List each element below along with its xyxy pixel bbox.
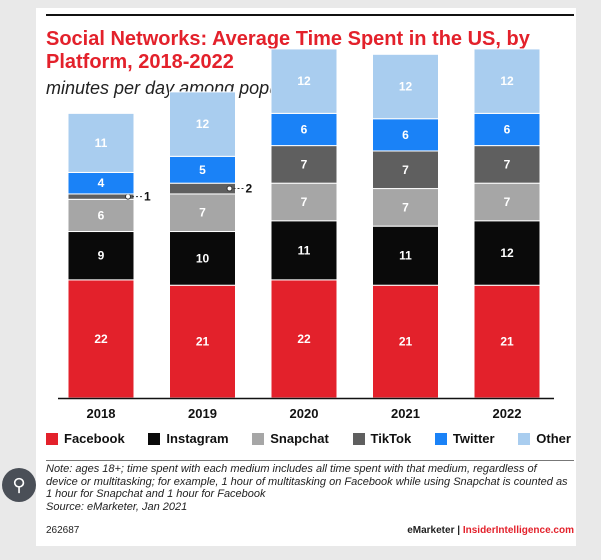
chart-legend: Facebook Instagram Snapchat TikTok Twitter Ot… xyxy=(46,431,571,446)
value-label-twitter-2022: 6 xyxy=(504,122,511,136)
bar-snapchat-2021 xyxy=(372,188,439,227)
bar-tiktok-2019 xyxy=(169,182,236,195)
bar-facebook-2018 xyxy=(67,279,135,399)
brand-emarketer: eMarketer xyxy=(407,525,455,536)
x-tick-label-2020: 2020 xyxy=(290,406,319,421)
chart-footer: 262687 eMarketer | InsiderIntelligence.c… xyxy=(46,525,574,536)
chart-subtitle: minutes per day among population xyxy=(46,78,323,98)
x-tick-label-2022: 2022 xyxy=(493,406,522,421)
chart-note: Note: ages 18+; time spent with each med… xyxy=(46,463,571,513)
bar-instagram-2021 xyxy=(372,225,439,286)
value-label-instagram-2022: 12 xyxy=(500,246,514,260)
legend-swatch-twitter xyxy=(434,432,447,445)
bar-twitter-2019 xyxy=(169,155,236,184)
bar-twitter-2022 xyxy=(473,112,541,147)
value-label-twitter-2021: 6 xyxy=(402,128,409,142)
brand-insider-intelligence: InsiderIntelligence.com xyxy=(462,525,574,536)
value-label-twitter-2019: 5 xyxy=(199,163,206,177)
bar-tiktok-2021 xyxy=(372,150,439,190)
legend-swatch-tiktok xyxy=(352,432,365,445)
legend-item-facebook: Facebook xyxy=(46,431,125,446)
brand-credit: eMarketer | InsiderIntelligence.com xyxy=(407,525,574,536)
legend-item-snapchat: Snapchat xyxy=(252,431,329,446)
bar-snapchat-2022 xyxy=(473,182,541,222)
value-label-snapchat-2022: 7 xyxy=(504,195,511,209)
value-label-instagram-2021: 11 xyxy=(399,249,412,263)
legend-label-instagram: Instagram xyxy=(166,431,229,446)
bar-instagram-2020 xyxy=(270,220,338,281)
stacked-bar-chart: 22 9 6 1 4 11 2018 21 10 7 2 5 12 2019 22 11 7 7 6 12 2020 21… xyxy=(58,48,554,421)
callout-label-2018: 1 xyxy=(144,190,151,204)
value-label-facebook-2022: 21 xyxy=(500,335,514,349)
value-label-snapchat-2021: 7 xyxy=(402,200,409,214)
value-label-other-2021: 12 xyxy=(399,80,413,94)
bar-facebook-2020 xyxy=(270,279,338,399)
legend-item-other: Other xyxy=(518,431,571,446)
top-rule xyxy=(46,14,574,16)
value-label-snapchat-2018: 6 xyxy=(98,208,105,222)
bar-other-2022 xyxy=(473,48,541,114)
bar-instagram-2019 xyxy=(169,231,236,286)
value-label-other-2018: 11 xyxy=(95,136,108,150)
value-label-facebook-2019: 21 xyxy=(196,335,210,349)
value-label-other-2019: 12 xyxy=(196,117,210,131)
bar-facebook-2021 xyxy=(372,284,439,399)
value-label-tiktok-2020: 7 xyxy=(301,157,308,171)
chart-card: Social Networks: Average Time Spent in t… xyxy=(36,8,576,546)
bar-other-2019 xyxy=(169,91,236,157)
chart-id: 262687 xyxy=(46,525,80,536)
legend-swatch-instagram xyxy=(148,432,161,445)
value-label-instagram-2019: 10 xyxy=(196,251,210,265)
value-label-tiktok-2021: 7 xyxy=(402,163,409,177)
value-label-facebook-2018: 22 xyxy=(94,332,108,346)
bar-tiktok-2022 xyxy=(473,145,541,184)
bar-snapchat-2020 xyxy=(270,182,338,222)
bar-other-2018 xyxy=(67,112,135,173)
value-label-tiktok-2022: 7 xyxy=(504,157,511,171)
value-label-instagram-2020: 11 xyxy=(298,243,311,257)
legend-label-tiktok: TikTok xyxy=(370,431,412,446)
value-label-snapchat-2020: 7 xyxy=(301,195,308,209)
callout-dot-2018 xyxy=(125,193,131,200)
bar-instagram-2022 xyxy=(473,220,541,286)
note-separator xyxy=(46,460,574,461)
value-label-twitter-2018: 4 xyxy=(98,176,105,190)
legend-swatch-snapchat xyxy=(252,432,265,445)
bar-twitter-2020 xyxy=(270,112,338,147)
value-label-twitter-2020: 6 xyxy=(301,122,308,136)
legend-label-snapchat: Snapchat xyxy=(270,431,329,446)
legend-label-twitter: Twitter xyxy=(452,431,495,446)
value-label-facebook-2021: 21 xyxy=(399,335,413,349)
value-label-other-2022: 12 xyxy=(500,74,514,88)
x-tick-label-2021: 2021 xyxy=(391,406,420,421)
brand-divider: | xyxy=(457,525,461,536)
legend-item-tiktok: TikTok xyxy=(352,431,412,446)
source-text: Source: eMarketer, Jan 2021 xyxy=(46,500,188,513)
value-label-other-2020: 12 xyxy=(297,74,311,88)
bar-twitter-2021 xyxy=(372,118,439,152)
bar-facebook-2019 xyxy=(169,284,236,399)
callout-label-2019: 2 xyxy=(246,182,253,196)
legend-swatch-other xyxy=(518,432,531,445)
value-label-snapchat-2019: 7 xyxy=(199,206,206,220)
x-tick-label-2019: 2019 xyxy=(188,406,217,421)
bar-tiktok-2018 xyxy=(67,193,135,200)
bar-snapchat-2019 xyxy=(169,193,236,233)
lens-search-icon[interactable]: ⚲ xyxy=(2,468,36,502)
note-text: Note: ages 18+; time spent with each med… xyxy=(46,463,568,500)
bar-snapchat-2018 xyxy=(67,198,135,233)
bar-other-2020 xyxy=(270,48,338,114)
bar-other-2021 xyxy=(372,53,439,120)
legend-swatch-facebook xyxy=(46,432,58,445)
value-label-instagram-2018: 9 xyxy=(98,249,105,263)
legend-label-other: Other xyxy=(536,431,571,446)
callout-dot-2019 xyxy=(226,185,233,192)
chart-title: Social Networks: Average Time Spent in t… xyxy=(46,28,530,73)
value-label-facebook-2020: 22 xyxy=(297,332,311,346)
legend-label-facebook: Facebook xyxy=(64,431,125,446)
legend-item-instagram: Instagram xyxy=(148,431,229,446)
x-tick-label-2018: 2018 xyxy=(87,406,116,421)
legend-item-twitter: Twitter xyxy=(434,431,495,446)
